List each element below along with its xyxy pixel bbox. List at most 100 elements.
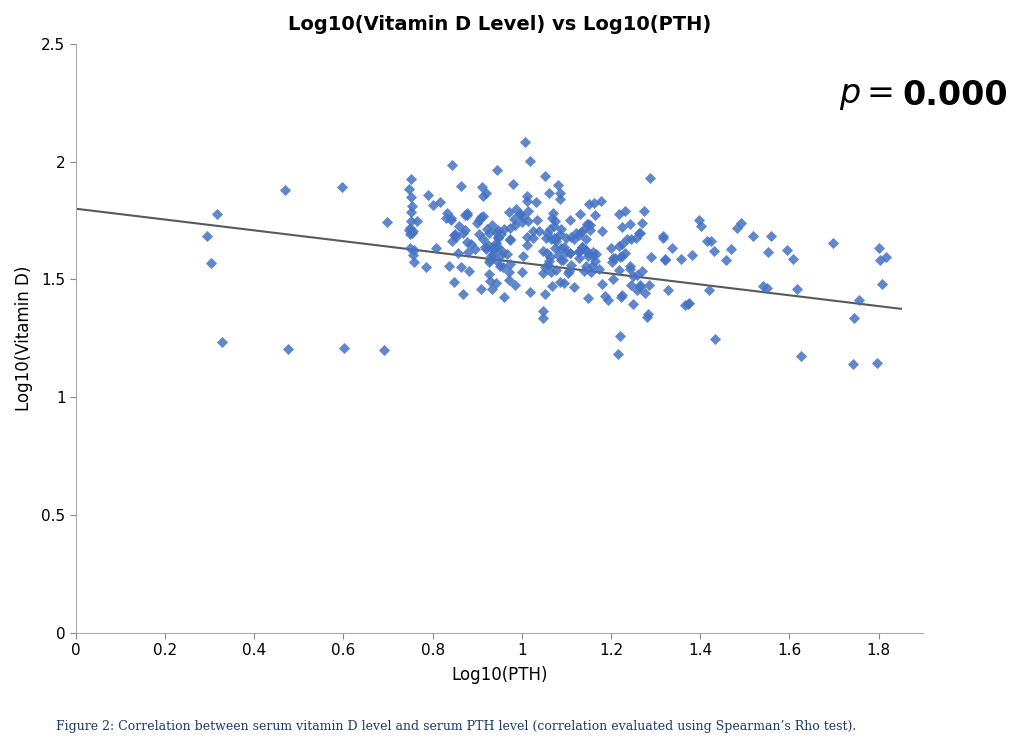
Point <box>488 243 505 254</box>
Point <box>209 208 225 219</box>
Point <box>543 266 559 278</box>
Point <box>444 234 461 246</box>
Point <box>597 290 613 302</box>
Point <box>505 179 521 190</box>
X-axis label: Log10(PTH): Log10(PTH) <box>452 667 548 684</box>
Point <box>488 277 505 289</box>
Point <box>548 231 564 243</box>
Point <box>561 266 578 278</box>
Point <box>501 275 517 286</box>
Point <box>542 251 558 263</box>
Point <box>475 190 492 202</box>
Point <box>759 282 775 294</box>
Point <box>489 255 506 267</box>
Point <box>401 182 418 194</box>
Point <box>446 229 463 241</box>
Point <box>478 187 495 199</box>
Point <box>506 280 522 292</box>
Point <box>524 232 541 244</box>
Point <box>550 249 566 261</box>
Point <box>699 235 716 247</box>
Point <box>451 220 467 232</box>
Point <box>487 226 504 238</box>
Point <box>472 283 488 295</box>
Point <box>550 179 566 191</box>
Point <box>410 214 426 226</box>
Point <box>401 228 418 240</box>
Point <box>547 242 563 254</box>
Point <box>524 225 541 237</box>
Point <box>640 308 656 320</box>
Point <box>681 297 697 309</box>
Point <box>481 256 498 268</box>
Point <box>458 224 474 236</box>
Point <box>570 246 587 258</box>
Point <box>471 214 487 226</box>
Point <box>496 223 512 235</box>
Point <box>469 217 485 229</box>
Point <box>420 189 436 201</box>
Point <box>868 357 885 369</box>
Point <box>404 225 421 237</box>
Point <box>545 207 561 219</box>
Point <box>514 216 530 228</box>
Point <box>544 280 560 292</box>
Point <box>691 214 708 226</box>
Point <box>623 260 639 272</box>
Point <box>471 228 487 240</box>
Point <box>583 219 599 231</box>
Point <box>638 311 654 323</box>
Point <box>519 195 536 207</box>
Point <box>872 254 889 266</box>
Point <box>613 289 630 301</box>
Point <box>562 247 579 259</box>
Point <box>718 254 734 266</box>
Point <box>477 241 494 253</box>
Point <box>402 222 419 234</box>
Point <box>760 246 776 258</box>
Point <box>548 264 564 276</box>
Point <box>214 336 230 348</box>
Point <box>502 258 518 270</box>
Point <box>702 235 719 247</box>
Point <box>521 286 538 298</box>
Point <box>537 170 553 182</box>
Point <box>520 216 537 228</box>
Point <box>473 211 489 222</box>
Point <box>459 236 475 248</box>
Point <box>629 269 645 281</box>
Point <box>432 196 449 208</box>
Point <box>455 288 471 300</box>
Point <box>544 212 560 224</box>
Point <box>548 234 564 246</box>
Point <box>203 257 219 269</box>
Point <box>552 276 568 288</box>
Point <box>539 227 555 239</box>
Point <box>514 266 530 278</box>
Point <box>520 205 537 217</box>
Point <box>612 330 629 342</box>
Point <box>496 291 512 303</box>
Point <box>591 263 607 275</box>
Point <box>447 228 464 240</box>
Point <box>632 227 648 239</box>
Point <box>567 227 584 239</box>
Point <box>535 245 551 257</box>
Point <box>502 233 518 245</box>
Point <box>428 242 444 254</box>
Point <box>556 240 572 252</box>
Point <box>479 222 496 234</box>
Point <box>543 233 559 245</box>
Point <box>489 231 506 243</box>
Text: Figure 2: Correlation between serum vitamin D level and serum PTH level (correla: Figure 2: Correlation between serum vita… <box>56 720 856 733</box>
Point <box>438 212 455 224</box>
Point <box>582 224 598 236</box>
Point <box>538 231 554 243</box>
Point <box>492 260 508 272</box>
Point <box>403 227 420 239</box>
Point <box>481 254 498 266</box>
Point <box>425 199 441 211</box>
Point <box>657 254 674 266</box>
Point <box>656 253 673 265</box>
Point <box>402 190 419 202</box>
